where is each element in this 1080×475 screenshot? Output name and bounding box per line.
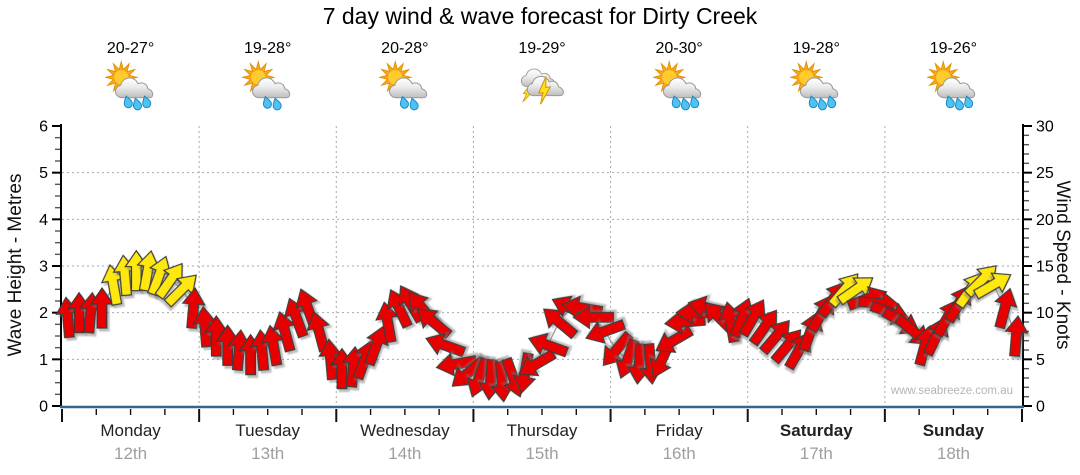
right-axis-tick-label: 0	[1036, 399, 1045, 416]
right-axis-tick-label: 25	[1036, 165, 1054, 182]
day-name-label: Sunday	[923, 421, 985, 440]
left-axis-tick-label: 3	[39, 259, 48, 276]
day-date-label: 14th	[388, 444, 421, 463]
day-name-label: Friday	[656, 421, 704, 440]
day-forecast-column: 20-28°	[343, 40, 467, 117]
temp-range-label: 19-28°	[244, 40, 292, 57]
right-axis-tick-label: 5	[1036, 352, 1045, 369]
day-date-label: 12th	[114, 444, 147, 463]
wind-arrow	[181, 287, 206, 329]
day-forecast-column: 20-27°	[69, 40, 193, 117]
wind-arrow	[417, 308, 453, 340]
temp-range-label: 20-28°	[381, 40, 429, 57]
day-forecast-column: 19-28°	[206, 40, 330, 117]
weather-icon-showers	[651, 59, 702, 111]
wind-arrow	[602, 330, 634, 367]
wind-arrow	[425, 332, 467, 358]
left-axis-tick-label: 4	[39, 212, 48, 229]
left-axis-tick-label: 1	[39, 352, 48, 369]
day-name-label: Monday	[100, 421, 161, 440]
day-forecast-column: 19-26°	[891, 40, 1015, 117]
wind-arrow	[994, 287, 1018, 330]
wind-arrow	[585, 319, 627, 344]
weather-icon-showers	[926, 59, 976, 111]
day-forecast-column: 19-29°	[480, 40, 604, 117]
wind-arrow	[375, 301, 400, 344]
weather-icon-showers	[789, 59, 839, 111]
left-axis-tick-label: 5	[39, 165, 48, 182]
chart-title: 7 day wind & wave forecast for Dirty Cre…	[322, 3, 758, 29]
right-axis-tick-label: 15	[1036, 259, 1054, 276]
weather-icon-showers	[377, 59, 428, 111]
temp-range-label: 20-30°	[655, 40, 703, 57]
temp-range-label: 19-26°	[929, 40, 978, 57]
right-axis-tick-label: 20	[1036, 212, 1054, 229]
day-date-label: 15th	[525, 444, 558, 463]
day-date-label: 18th	[937, 444, 970, 463]
right-axis-tick-label: 10	[1036, 305, 1054, 322]
right-axis-tick-label: 30	[1036, 119, 1054, 136]
wind-arrow	[518, 349, 557, 377]
day-date-label: 17th	[800, 444, 833, 463]
temp-range-label: 19-29°	[518, 40, 566, 57]
temp-range-label: 19-28°	[792, 40, 840, 57]
day-forecast-column: 20-30°	[617, 40, 741, 117]
wind-arrow	[364, 325, 389, 367]
day-name-label: Saturday	[780, 421, 853, 440]
day-name-label: Wednesday	[360, 421, 450, 440]
weather-icon-showers	[240, 59, 290, 111]
temp-range-label: 20-27°	[106, 40, 155, 57]
day-forecast-column: 19-28°	[754, 40, 878, 117]
wind-arrow	[972, 272, 1012, 300]
watermark: www.seabreeze.com.au	[890, 385, 1013, 397]
weather-icon-showers	[103, 59, 153, 111]
wind-arrow	[527, 332, 569, 358]
day-name-label: Tuesday	[235, 421, 300, 440]
wind-arrow	[655, 325, 694, 353]
left-axis-tick-label: 0	[39, 399, 48, 416]
wind-arrow	[572, 305, 615, 330]
weather-icon-storm	[520, 68, 564, 105]
day-date-label: 13th	[251, 444, 284, 463]
day-name-label: Thursday	[507, 421, 578, 440]
wind-arrow	[1004, 315, 1029, 357]
left-axis-tick-label: 2	[39, 305, 48, 322]
left-axis-tick-label: 6	[39, 119, 48, 136]
day-date-label: 16th	[663, 444, 696, 463]
